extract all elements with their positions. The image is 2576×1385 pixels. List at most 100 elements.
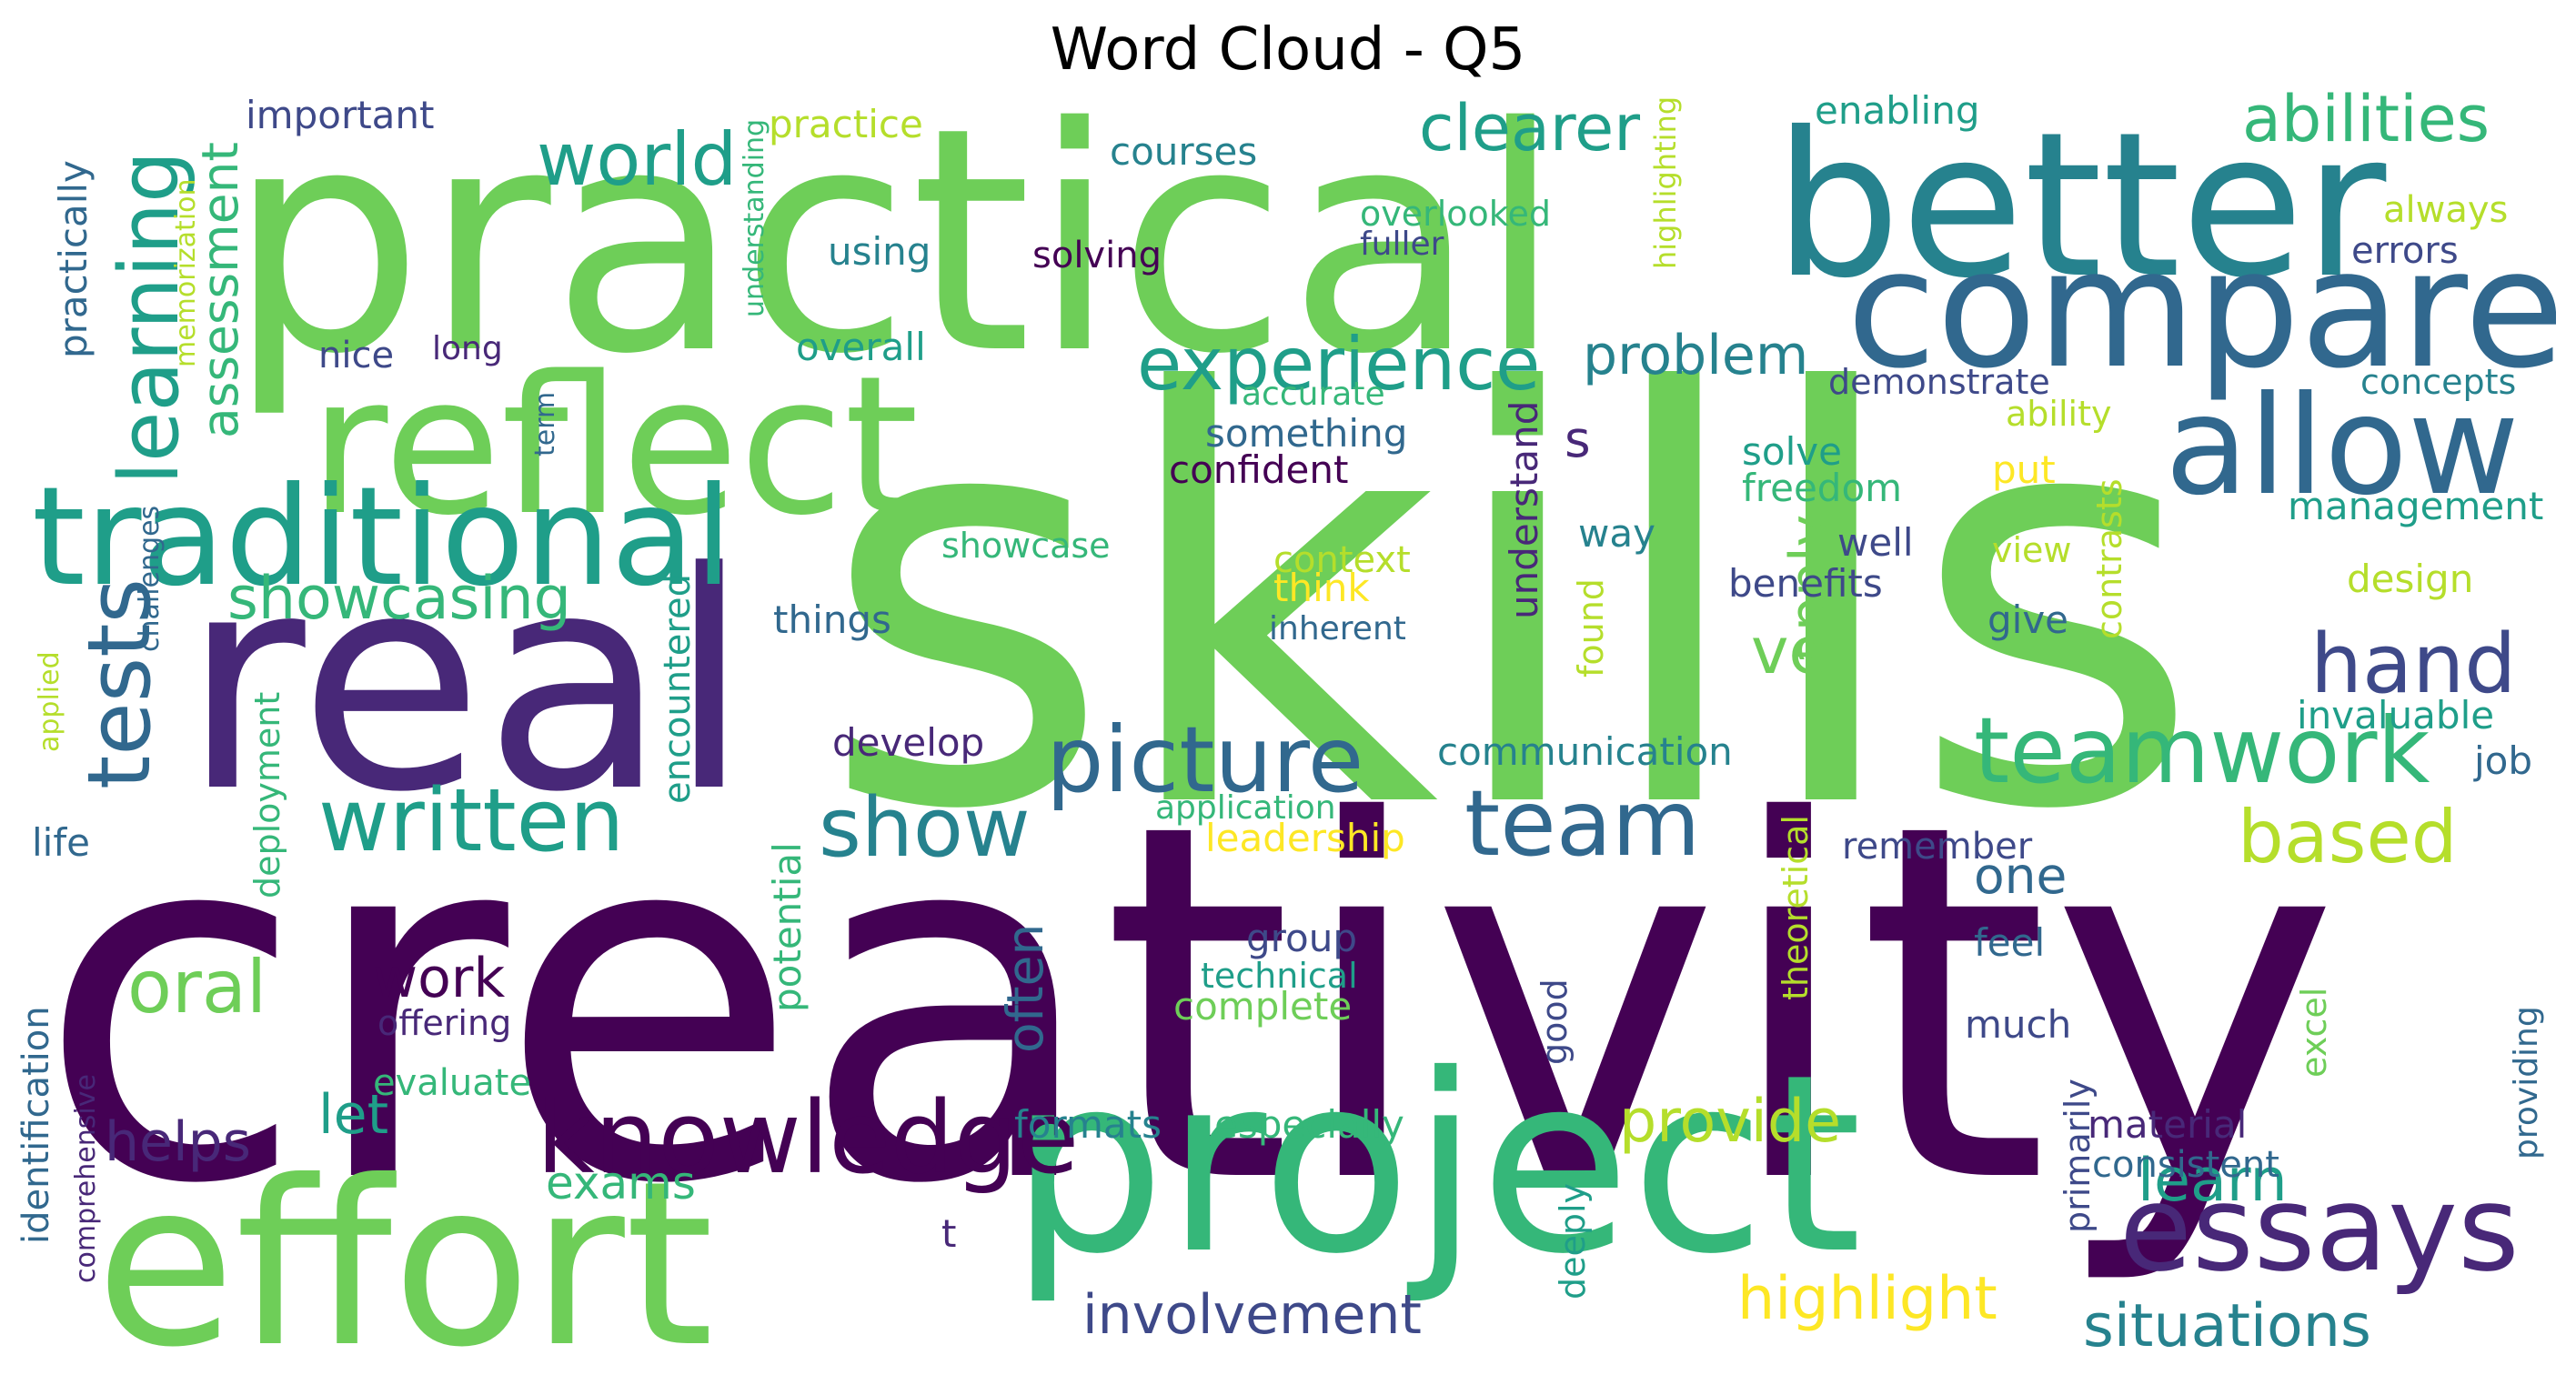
cloud-word-things: things: [773, 597, 891, 642]
cloud-word-complete: complete: [1173, 984, 1353, 1029]
cloud-word-provide: provide: [1619, 1088, 1842, 1156]
cloud-word-showcase: showcase: [941, 526, 1111, 566]
cloud-word-job: job: [2474, 738, 2533, 783]
cloud-word-good: good: [1535, 979, 1575, 1065]
cloud-word-effort: effort: [96, 1132, 714, 1372]
cloud-word-freedom: freedom: [1742, 466, 1903, 510]
cloud-word-give: give: [1987, 597, 2069, 642]
cloud-word-theoretical: theoretical: [1776, 815, 1816, 1000]
cloud-word-application: application: [1155, 789, 1336, 827]
cloud-word-something: something: [1205, 411, 1408, 456]
cloud-word-compared: compared: [1846, 215, 2556, 405]
cloud-word-overlooked: overlooked: [1360, 194, 1551, 234]
cloud-word-way: way: [1578, 511, 1655, 556]
cloud-word-let: let: [318, 1083, 389, 1147]
cloud-word-team: team: [1464, 770, 1701, 877]
cloud-word-found: found: [1571, 578, 1611, 677]
cloud-word-put: put: [1992, 447, 2056, 492]
cloud-word-experience: experience: [1137, 322, 1541, 406]
cloud-word-communication: communication: [1437, 729, 1733, 774]
cloud-word-creativity: creativity: [36, 720, 2340, 1291]
cloud-word-skills: skills: [819, 277, 2203, 933]
cloud-word-excel: excel: [2294, 987, 2334, 1078]
cloud-word-exams: exams: [546, 1157, 696, 1209]
cloud-word-demonstrate: demonstrate: [1828, 362, 2050, 402]
cloud-word-deployment: deployment: [247, 691, 287, 898]
cloud-word-long: long: [432, 330, 503, 367]
cloud-word-work: work: [373, 947, 506, 1010]
cloud-word-providing: providing: [2508, 1006, 2545, 1159]
cloud-word-life: life: [32, 820, 90, 865]
cloud-word-remember: remember: [1842, 826, 2033, 868]
cloud-word-teamwork: teamwork: [1974, 698, 2430, 804]
cloud-word-showcasing: showcasing: [227, 565, 571, 633]
cloud-word-consistent: consistent: [2092, 1144, 2279, 1186]
cloud-word-formats: formats: [1014, 1102, 1162, 1147]
cloud-word-world: world: [537, 117, 738, 202]
cloud-word-practically: practically: [51, 160, 96, 358]
cloud-word-enabling: enabling: [1815, 88, 1980, 133]
cloud-word-design: design: [2347, 557, 2474, 601]
cloud-word-helps: helps: [105, 1110, 251, 1174]
cloud-word-clearer: clearer: [1419, 91, 1640, 166]
cloud-word-often: often: [996, 923, 1054, 1053]
cloud-word-confident: confident: [1169, 447, 1349, 492]
cloud-word-offering: offering: [377, 1003, 512, 1043]
cloud-word-better: better: [1774, 89, 2387, 322]
cloud-word-situations: situations: [2083, 1292, 2371, 1360]
cloud-word-think: think: [1273, 566, 1370, 610]
cloud-word-leadership: leadership: [1205, 816, 1405, 860]
cloud-word-memorization: memorization: [170, 178, 202, 367]
cloud-word-view: view: [1992, 530, 2072, 570]
cloud-word-abilities: abilities: [2242, 87, 2490, 156]
word-cloud: skills creativity practical real project effo…: [18, 87, 2556, 1371]
cloud-word-knowledge: knowledge: [537, 1079, 1080, 1196]
cloud-word-solving: solving: [1032, 235, 1162, 276]
cloud-word-potential: potential: [765, 842, 810, 1012]
cloud-word-involvement: involvement: [1082, 1283, 1422, 1347]
cloud-word-overall: overall: [796, 325, 926, 369]
cloud-word-using: using: [828, 229, 931, 274]
cloud-word-accurate: accurate: [1242, 376, 1385, 413]
cloud-word-project: project: [1010, 1021, 1863, 1308]
cloud-word-context: context: [1273, 539, 1411, 581]
cloud-word-challenges: challenges: [134, 505, 166, 652]
cloud-word-oral: oral: [127, 945, 267, 1029]
cloud-word-t: t: [941, 1211, 957, 1256]
cloud-word-hand: hand: [2310, 617, 2517, 712]
cloud-word-assessment: assessment: [191, 142, 249, 438]
cloud-word-encountered: encountered: [657, 574, 699, 804]
cloud-word-technical: technical: [1201, 956, 1358, 996]
cloud-word-develop: develop: [832, 720, 985, 765]
cloud-word-benefits: benefits: [1728, 561, 1883, 606]
cloud-word-traditional: traditional: [32, 458, 733, 617]
cloud-word-well: well: [1837, 520, 1914, 565]
cloud-word-applied: applied: [34, 651, 65, 752]
cloud-word-especially: especially: [1214, 1102, 1404, 1147]
cloud-word-feel: feel: [1974, 920, 2046, 965]
cloud-word-inherent: inherent: [1269, 610, 1406, 647]
cloud-word-evaluate: evaluate: [373, 1062, 532, 1104]
cloud-word-allow: allow: [2165, 367, 2520, 526]
cloud-word-s: s: [1565, 410, 1591, 468]
cloud-word-written: written: [318, 771, 625, 871]
cloud-word-invaluable: invaluable: [2297, 693, 2495, 738]
cloud-word-important: important: [246, 93, 435, 137]
cloud-word-reflect: reflect: [309, 335, 920, 557]
cloud-word-material: material: [2088, 1102, 2248, 1147]
cloud-word-errors: errors: [2351, 230, 2459, 272]
cloud-word-picture: picture: [1046, 707, 1364, 813]
cloud-word-group: group: [1246, 916, 1357, 960]
figure-title: Word Cloud - Q5: [1050, 16, 1526, 84]
cloud-word-always: always: [2383, 189, 2509, 231]
cloud-word-courses: courses: [1110, 129, 1258, 174]
cloud-word-real: real: [182, 508, 751, 858]
cloud-word-fuller: fuller: [1360, 226, 1444, 263]
cloud-word-problem: problem: [1583, 324, 1809, 387]
cloud-word-term: term: [529, 391, 561, 457]
cloud-word-understand: understand: [1502, 400, 1546, 619]
cloud-word-highlight: highlight: [1737, 1265, 1997, 1333]
cloud-word-ve: ve: [1751, 614, 1828, 688]
cloud-word-much: much: [1965, 1002, 2072, 1047]
